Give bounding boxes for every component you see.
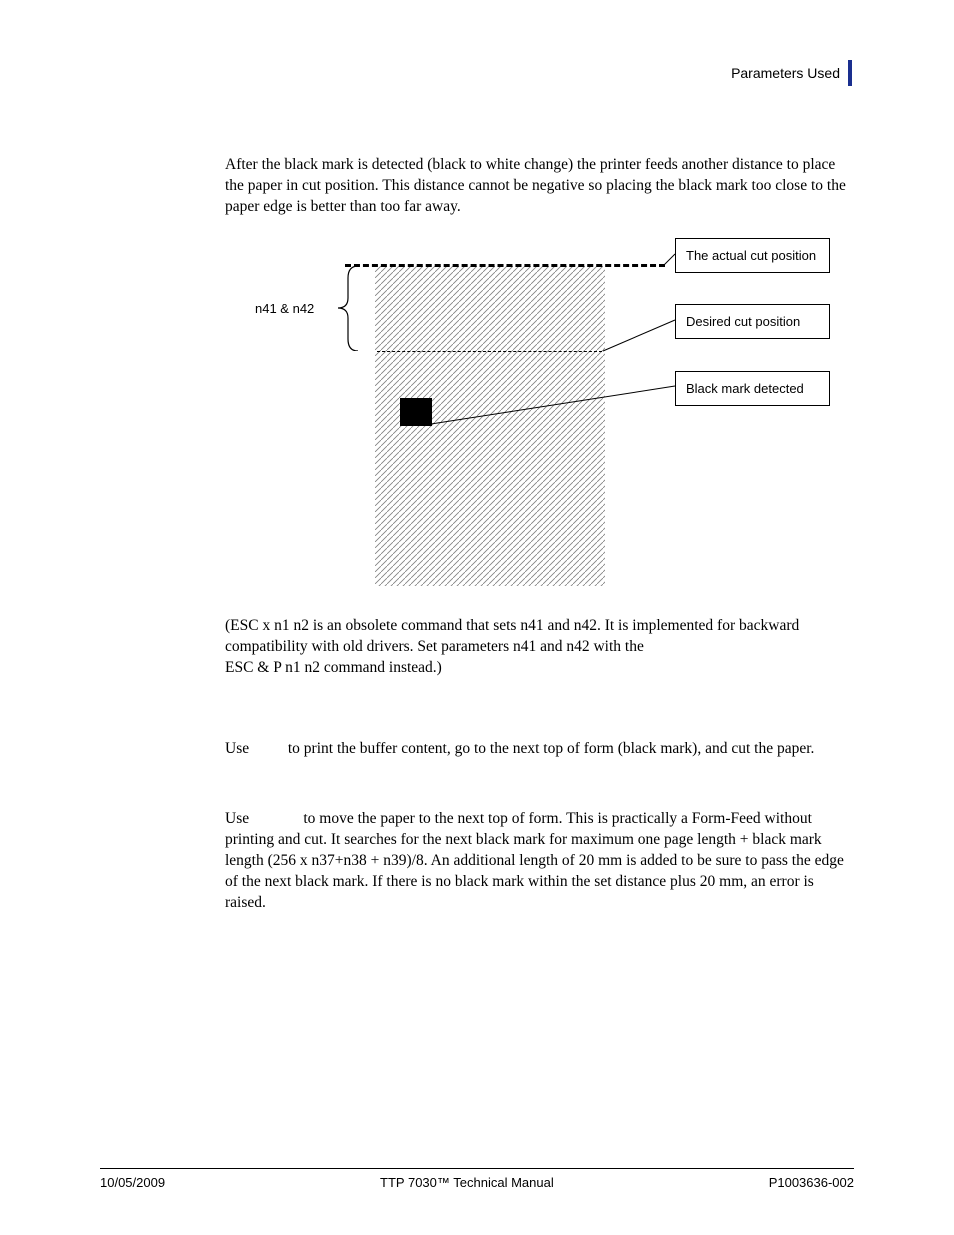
- cut-position-diagram: n41 & n42 The actual cut position Desire…: [225, 236, 850, 591]
- footer-rule: [100, 1168, 854, 1169]
- para2-line2: ESC & P n1 n2 command instead.): [225, 659, 442, 676]
- footer-date: 10/05/2009: [100, 1175, 165, 1190]
- paragraph-escz: Use to move the paper to the next top of…: [225, 809, 850, 914]
- header-section-title: Parameters Used: [731, 65, 848, 81]
- p4-pre: Use: [225, 810, 253, 827]
- paragraph-obsolete: (ESC x n1 n2 is an obsolete command that…: [225, 616, 850, 679]
- p3-post: to print the buffer content, go to the n…: [284, 740, 814, 757]
- footer-docnum: P1003636-002: [769, 1175, 854, 1190]
- p3-pre: Use: [225, 740, 253, 757]
- para2-line1: (ESC x n1 n2 is an obsolete command that…: [225, 617, 799, 655]
- page-content: After the black mark is detected (black …: [225, 155, 850, 932]
- footer-title: TTP 7030™ Technical Manual: [380, 1175, 554, 1190]
- leader-line-1: [225, 236, 850, 591]
- p4-post: to move the paper to the next top of for…: [225, 810, 844, 911]
- paragraph-ff: Use to print the buffer content, go to t…: [225, 739, 850, 760]
- paragraph-intro: After the black mark is detected (black …: [225, 155, 850, 218]
- p3-gap: [253, 740, 284, 757]
- page-footer: 10/05/2009 TTP 7030™ Technical Manual P1…: [100, 1168, 854, 1190]
- p4-gap: [253, 810, 300, 827]
- header-accent-bar: [848, 60, 852, 86]
- page-header: Parameters Used: [731, 60, 852, 86]
